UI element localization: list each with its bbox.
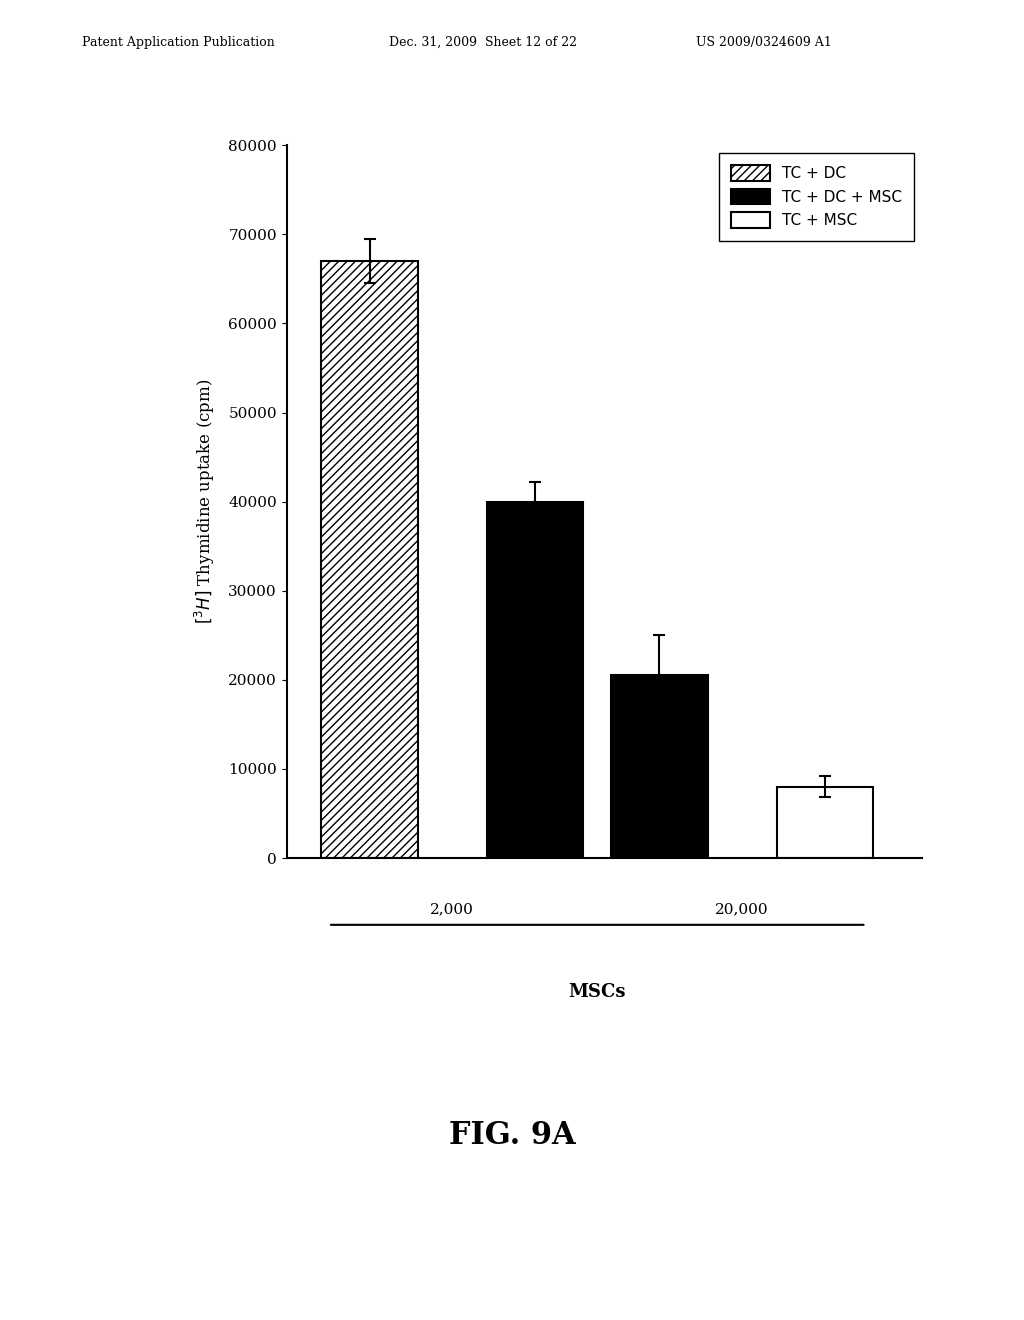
Text: Dec. 31, 2009  Sheet 12 of 22: Dec. 31, 2009 Sheet 12 of 22 [389, 36, 578, 49]
Bar [322, 261, 418, 858]
Legend: TC + DC, TC + DC + MSC, TC + MSC: TC + DC, TC + DC + MSC, TC + MSC [719, 153, 914, 240]
Bar [486, 502, 584, 858]
Text: Patent Application Publication: Patent Application Publication [82, 36, 274, 49]
Bar [611, 676, 708, 858]
Bar [776, 787, 873, 858]
Text: 2,000: 2,000 [430, 903, 474, 916]
Text: US 2009/0324609 A1: US 2009/0324609 A1 [696, 36, 833, 49]
Text: MSCs: MSCs [568, 982, 626, 1001]
Text: FIG. 9A: FIG. 9A [449, 1119, 575, 1151]
Y-axis label: $[^{3}H]$ Thymidine uptake (cpm): $[^{3}H]$ Thymidine uptake (cpm) [194, 379, 217, 624]
Text: 20,000: 20,000 [716, 903, 769, 916]
